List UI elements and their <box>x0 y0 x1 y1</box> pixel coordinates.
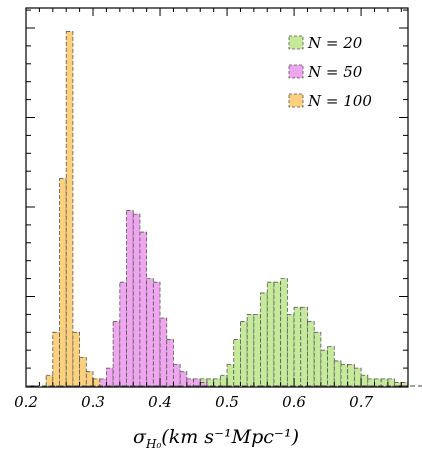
x-tick-label: 0.5 <box>215 393 239 411</box>
x-axis-label-rest: (km s⁻¹Mpc⁻¹) <box>161 426 299 448</box>
bar-n20-13 <box>280 278 288 387</box>
bar-n20-31 <box>400 382 409 387</box>
bar-n50-0 <box>99 378 107 387</box>
bar-n20-29 <box>387 378 395 387</box>
legend-label: N = 50 <box>307 63 363 81</box>
bar-n100-0 <box>45 374 54 387</box>
bar-n20-20 <box>327 346 335 387</box>
bar-n20-22 <box>340 364 349 387</box>
bar-n20-18 <box>313 331 322 387</box>
bar-n50-6 <box>139 231 148 387</box>
bar-n50-13 <box>186 378 194 387</box>
bar-n20-5 <box>226 364 235 387</box>
legend-swatch <box>288 35 304 50</box>
bar-n100-5 <box>79 356 87 387</box>
bar-n20-30 <box>394 382 402 387</box>
bar-n100-7 <box>92 378 101 387</box>
bar-n20-7 <box>240 321 248 387</box>
bar-n20-28 <box>380 378 389 387</box>
bar-n20-14 <box>286 313 295 387</box>
bar-n20-2 <box>206 378 215 387</box>
bar-n50-14 <box>193 378 201 387</box>
bar-n20-16 <box>300 306 308 387</box>
bar-n50-4 <box>126 210 134 387</box>
bar-n50-11 <box>173 364 181 387</box>
bar-n50-12 <box>179 371 188 387</box>
bar-n50-15 <box>199 382 208 387</box>
x-axis-label: σH₀(km s⁻¹Mpc⁻¹) <box>133 426 299 450</box>
x-tick-labels: 0.2 0.3 0.4 0.5 0.6 0.7 <box>14 393 373 411</box>
legend: N = 20 N = 50 N = 100 <box>288 34 372 110</box>
bar-n50-3 <box>119 281 127 387</box>
bar-n100-6 <box>85 371 94 387</box>
legend-label: N = 100 <box>307 92 372 110</box>
bar-n20-9 <box>253 313 261 387</box>
bar-n20-21 <box>333 360 342 387</box>
x-tick-label: 0.3 <box>81 393 105 411</box>
bar-n20-25 <box>360 374 369 387</box>
bar-n20-23 <box>347 364 355 387</box>
bar-n20-10 <box>260 292 268 387</box>
x-tick-label: 0.6 <box>282 393 306 411</box>
legend-swatch <box>288 93 304 108</box>
x-axis-label-main: σ <box>133 426 147 448</box>
legend-swatch <box>288 64 304 79</box>
bar-n20-26 <box>367 378 375 387</box>
bar-n100-3 <box>65 31 74 387</box>
bar-n20-6 <box>233 339 241 387</box>
bars-layer <box>45 31 409 387</box>
bar-n20-17 <box>307 321 315 387</box>
bar-n20-8 <box>246 313 255 387</box>
bar-n50-2 <box>112 321 121 387</box>
ticks-layer <box>25 8 408 387</box>
bar-n50-8 <box>152 281 161 387</box>
bar-n20-24 <box>353 367 362 387</box>
x-axis-label-subscript: H₀ <box>145 437 161 450</box>
bar-n100-1 <box>52 331 60 387</box>
bar-n50-9 <box>159 317 168 387</box>
bar-n50-5 <box>132 213 141 387</box>
bar-n20-3 <box>213 378 221 387</box>
legend-label: N = 20 <box>307 34 363 52</box>
bar-n20-11 <box>266 281 275 387</box>
bar-n100-2 <box>59 177 67 387</box>
bar-n20-4 <box>219 374 228 387</box>
x-tick-label: 0.7 <box>349 393 373 411</box>
bar-n20-12 <box>273 281 282 387</box>
bar-n20-19 <box>320 349 328 387</box>
plot-frame <box>25 7 409 388</box>
x-tick-label: 0.2 <box>14 393 38 411</box>
bar-n100-4 <box>72 331 81 387</box>
bar-n50-7 <box>146 278 154 387</box>
bar-n20-27 <box>374 378 382 387</box>
x-tick-label: 0.4 <box>148 393 172 411</box>
bar-n20-15 <box>293 306 302 387</box>
bar-n50-1 <box>106 367 114 387</box>
bar-n50-10 <box>166 339 174 387</box>
